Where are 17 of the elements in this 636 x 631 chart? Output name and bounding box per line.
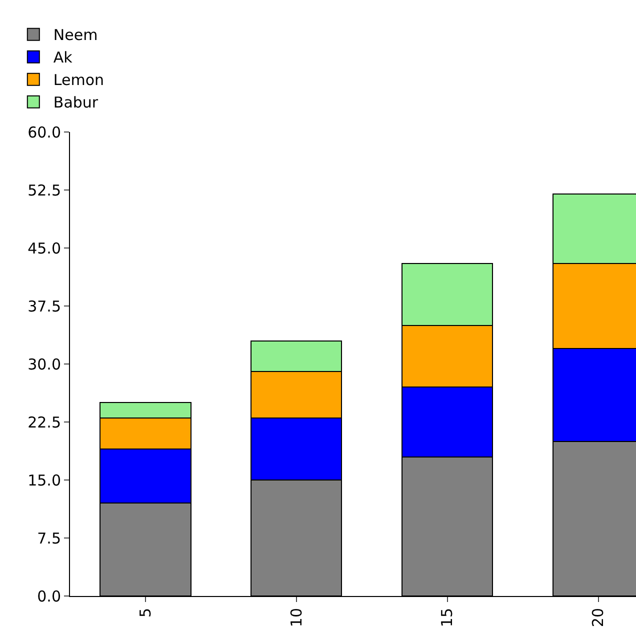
y-tick-label: 0.0 (37, 587, 61, 606)
legend-label: Babur (53, 94, 99, 112)
y-tick-label: 7.5 (37, 529, 61, 548)
x-tick-label: 20 (589, 608, 608, 628)
y-tick-label: 30.0 (28, 355, 61, 374)
y-tick-label: 60.0 (28, 123, 61, 142)
x-tick-label: 10 (287, 608, 306, 628)
x-tick-label: 5 (136, 608, 154, 618)
y-tick-label: 52.5 (28, 181, 61, 200)
legend-label: Ak (53, 48, 73, 67)
legend-label: Lemon (53, 71, 104, 90)
x-tick-label: 15 (438, 608, 456, 628)
legend-label: Neem (53, 26, 98, 44)
y-tick-label: 45.0 (28, 239, 61, 258)
y-tick-label: 22.5 (28, 413, 61, 432)
y-tick-label: 37.5 (28, 297, 61, 316)
y-tick-label: 15.0 (28, 471, 61, 490)
